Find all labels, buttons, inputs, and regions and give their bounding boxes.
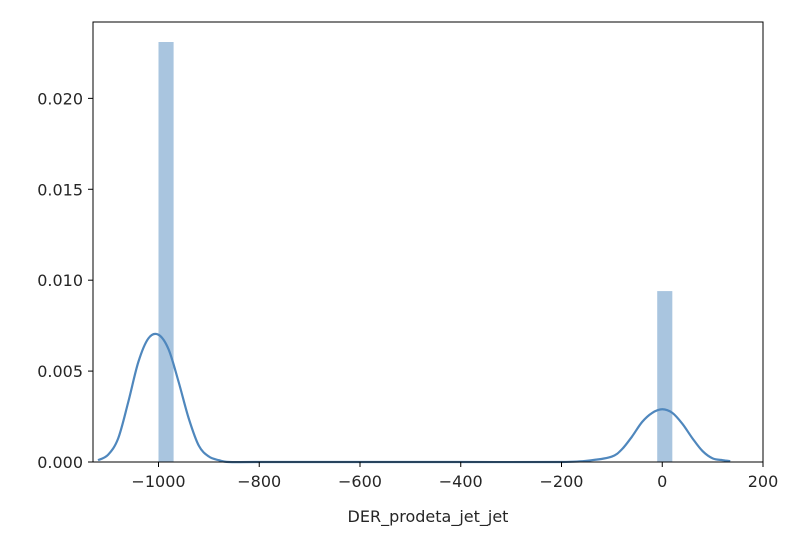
x-tick-label: −400 xyxy=(439,472,483,491)
y-tick-label: 0.010 xyxy=(37,271,83,290)
x-tick-label: −600 xyxy=(338,472,382,491)
x-axis: −1000 −800 −600 −400 −200 0 200 xyxy=(131,462,778,491)
x-tick-label: 200 xyxy=(748,472,779,491)
y-tick-label: 0.020 xyxy=(37,89,83,108)
kde-curve-layer xyxy=(97,332,731,464)
y-axis: 0.000 0.005 0.010 0.015 0.020 xyxy=(37,89,93,472)
x-tick-label: 0 xyxy=(657,472,667,491)
kde-line xyxy=(97,332,731,464)
histogram-bar-1 xyxy=(657,291,673,462)
histogram-bars xyxy=(158,42,673,462)
plot-frame xyxy=(92,21,764,463)
x-axis-label: DER_prodeta_jet_jet xyxy=(348,507,509,527)
y-tick-label: 0.005 xyxy=(37,362,83,381)
x-tick-label: −800 xyxy=(237,472,281,491)
histogram-bar-0 xyxy=(158,42,174,462)
x-tick-label: −1000 xyxy=(131,472,185,491)
y-tick-label: 0.015 xyxy=(37,180,83,199)
x-tick-label: −200 xyxy=(540,472,584,491)
y-tick-label: 0.000 xyxy=(37,453,83,472)
